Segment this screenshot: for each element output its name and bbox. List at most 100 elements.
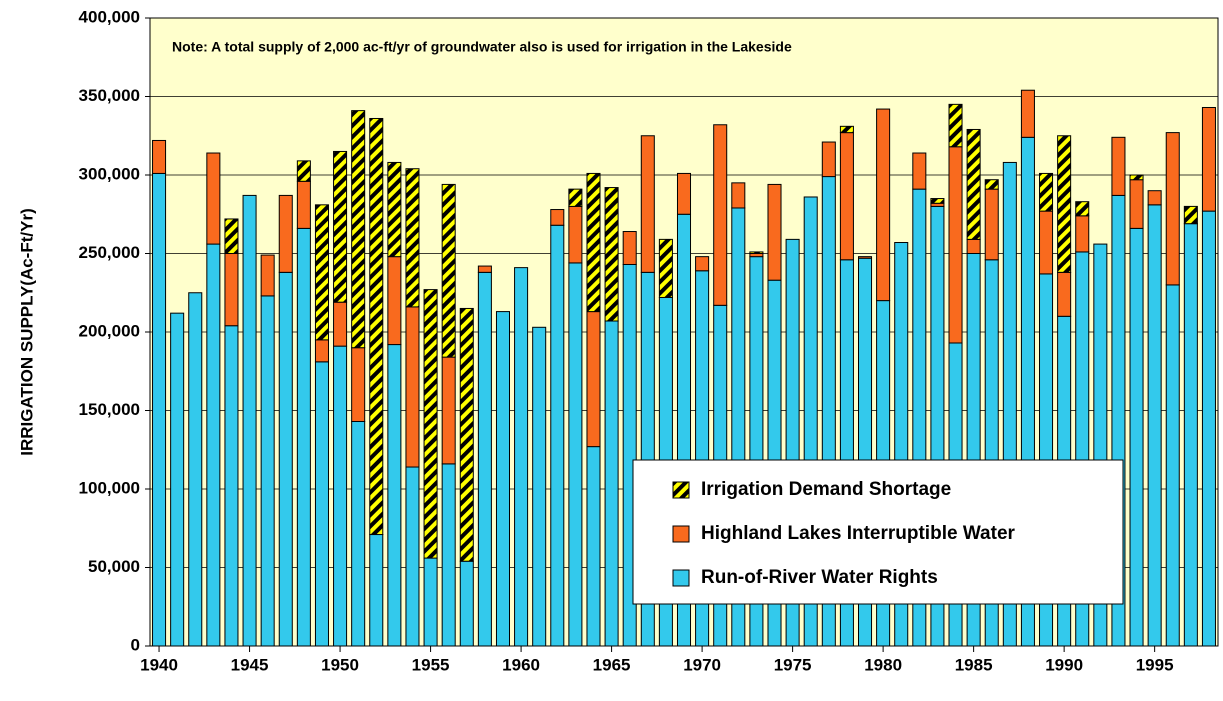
legend-box bbox=[632, 459, 1124, 605]
bar-segment bbox=[387, 161, 402, 258]
bar-segment bbox=[333, 150, 348, 303]
bar-segment bbox=[369, 534, 384, 647]
bar-segment bbox=[1057, 271, 1072, 317]
bar-segment bbox=[1129, 227, 1144, 647]
bar-segment bbox=[586, 172, 601, 313]
bar-segment bbox=[296, 160, 311, 182]
y-tick-label: 350,000 bbox=[79, 86, 140, 105]
bar-segment bbox=[948, 103, 963, 148]
x-tick-label: 1980 bbox=[864, 655, 902, 674]
x-tick-label: 1975 bbox=[774, 655, 812, 674]
bar-segment bbox=[749, 251, 764, 254]
bar-segment bbox=[821, 141, 836, 178]
bar-segment bbox=[314, 361, 329, 647]
bar-segment bbox=[477, 271, 492, 647]
bar-segment bbox=[188, 292, 203, 647]
bar-segment bbox=[767, 183, 782, 281]
bar-segment bbox=[1057, 135, 1072, 273]
bar-segment bbox=[1039, 210, 1054, 275]
bar-segment bbox=[242, 194, 257, 647]
bar-segment bbox=[1020, 89, 1035, 138]
legend-label: Irrigation Demand Shortage bbox=[701, 479, 951, 500]
bar-segment bbox=[1039, 172, 1054, 212]
bar-segment bbox=[495, 311, 510, 647]
bar-segment bbox=[984, 188, 999, 261]
bar-segment bbox=[441, 463, 456, 647]
bar-segment bbox=[260, 295, 275, 647]
bar-segment bbox=[278, 194, 293, 273]
bar-segment bbox=[1183, 223, 1198, 647]
bar-segment bbox=[351, 420, 366, 647]
bar-segment bbox=[206, 152, 221, 245]
bar-segment bbox=[514, 267, 529, 647]
bar-segment bbox=[984, 179, 999, 190]
bar-segment bbox=[1129, 179, 1144, 229]
bar-segment bbox=[459, 560, 474, 647]
x-tick-label: 1985 bbox=[955, 655, 993, 674]
x-tick-label: 1990 bbox=[1045, 655, 1083, 674]
x-tick-label: 1995 bbox=[1136, 655, 1174, 674]
x-tick-label: 1970 bbox=[683, 655, 721, 674]
bar-segment bbox=[387, 344, 402, 647]
bar-segment bbox=[568, 262, 583, 647]
x-tick-label: 1945 bbox=[231, 655, 269, 674]
legend-label: Highland Lakes Interruptible Water bbox=[701, 523, 1016, 544]
bar-segment bbox=[676, 172, 692, 215]
y-tick-label: 250,000 bbox=[79, 243, 140, 262]
bar-segment bbox=[1201, 210, 1216, 647]
x-tick-label: 1960 bbox=[502, 655, 540, 674]
bar-segment bbox=[1075, 201, 1090, 217]
bar-segment bbox=[568, 188, 583, 207]
bar-segment bbox=[876, 108, 891, 302]
bar-segment bbox=[224, 325, 239, 647]
bar-segment bbox=[930, 198, 945, 204]
bar-segment bbox=[152, 172, 167, 647]
bar-segment bbox=[695, 256, 710, 272]
x-tick-label: 1940 bbox=[140, 655, 178, 674]
bar-segment bbox=[550, 224, 565, 647]
y-tick-label: 50,000 bbox=[88, 557, 140, 576]
bar-segment bbox=[713, 124, 728, 306]
bar-segment bbox=[586, 446, 601, 647]
bar-segment bbox=[296, 180, 311, 229]
bar-segment bbox=[224, 218, 239, 255]
bar-segment bbox=[568, 205, 583, 264]
bar-segment bbox=[1183, 205, 1198, 225]
bar-segment bbox=[314, 204, 329, 341]
bar-segment bbox=[731, 182, 746, 209]
bar-segment bbox=[296, 227, 311, 647]
bar-segment bbox=[314, 339, 329, 363]
bar-segment bbox=[532, 326, 547, 647]
bar-segment bbox=[839, 125, 854, 134]
bar-segment bbox=[1075, 215, 1090, 253]
legend-swatch bbox=[672, 525, 690, 543]
bar-segment bbox=[278, 271, 293, 647]
x-tick-label: 1965 bbox=[593, 655, 631, 674]
bar-segment bbox=[948, 146, 963, 344]
legend-swatch bbox=[672, 569, 690, 587]
bar-segment bbox=[477, 265, 492, 273]
bar-segment bbox=[423, 557, 438, 647]
bar-segment bbox=[1165, 284, 1180, 647]
bar-segment bbox=[604, 187, 619, 322]
bar-segment bbox=[351, 110, 366, 349]
bar-segment bbox=[1201, 106, 1216, 212]
bar-segment bbox=[1111, 136, 1126, 196]
x-tick-label: 1955 bbox=[412, 655, 450, 674]
y-tick-label: 400,000 bbox=[79, 7, 140, 26]
annotation: Note: A total supply of 2,000 ac-ft/yr o… bbox=[172, 39, 792, 55]
bar-segment bbox=[333, 301, 348, 347]
y-axis-label: IRRIGATION SUPPLY(Ac-Ft/Yr) bbox=[17, 208, 36, 455]
bar-segment bbox=[152, 139, 167, 174]
bar-segment bbox=[550, 209, 565, 226]
bar-segment bbox=[351, 347, 366, 422]
bar-segment bbox=[966, 128, 981, 240]
bar-segment bbox=[224, 253, 239, 327]
y-tick-label: 300,000 bbox=[79, 164, 140, 183]
bar-segment bbox=[423, 289, 438, 559]
bar-segment bbox=[405, 466, 420, 647]
bar-segment bbox=[622, 231, 637, 265]
y-tick-label: 150,000 bbox=[79, 400, 140, 419]
bar-segment bbox=[459, 307, 474, 562]
